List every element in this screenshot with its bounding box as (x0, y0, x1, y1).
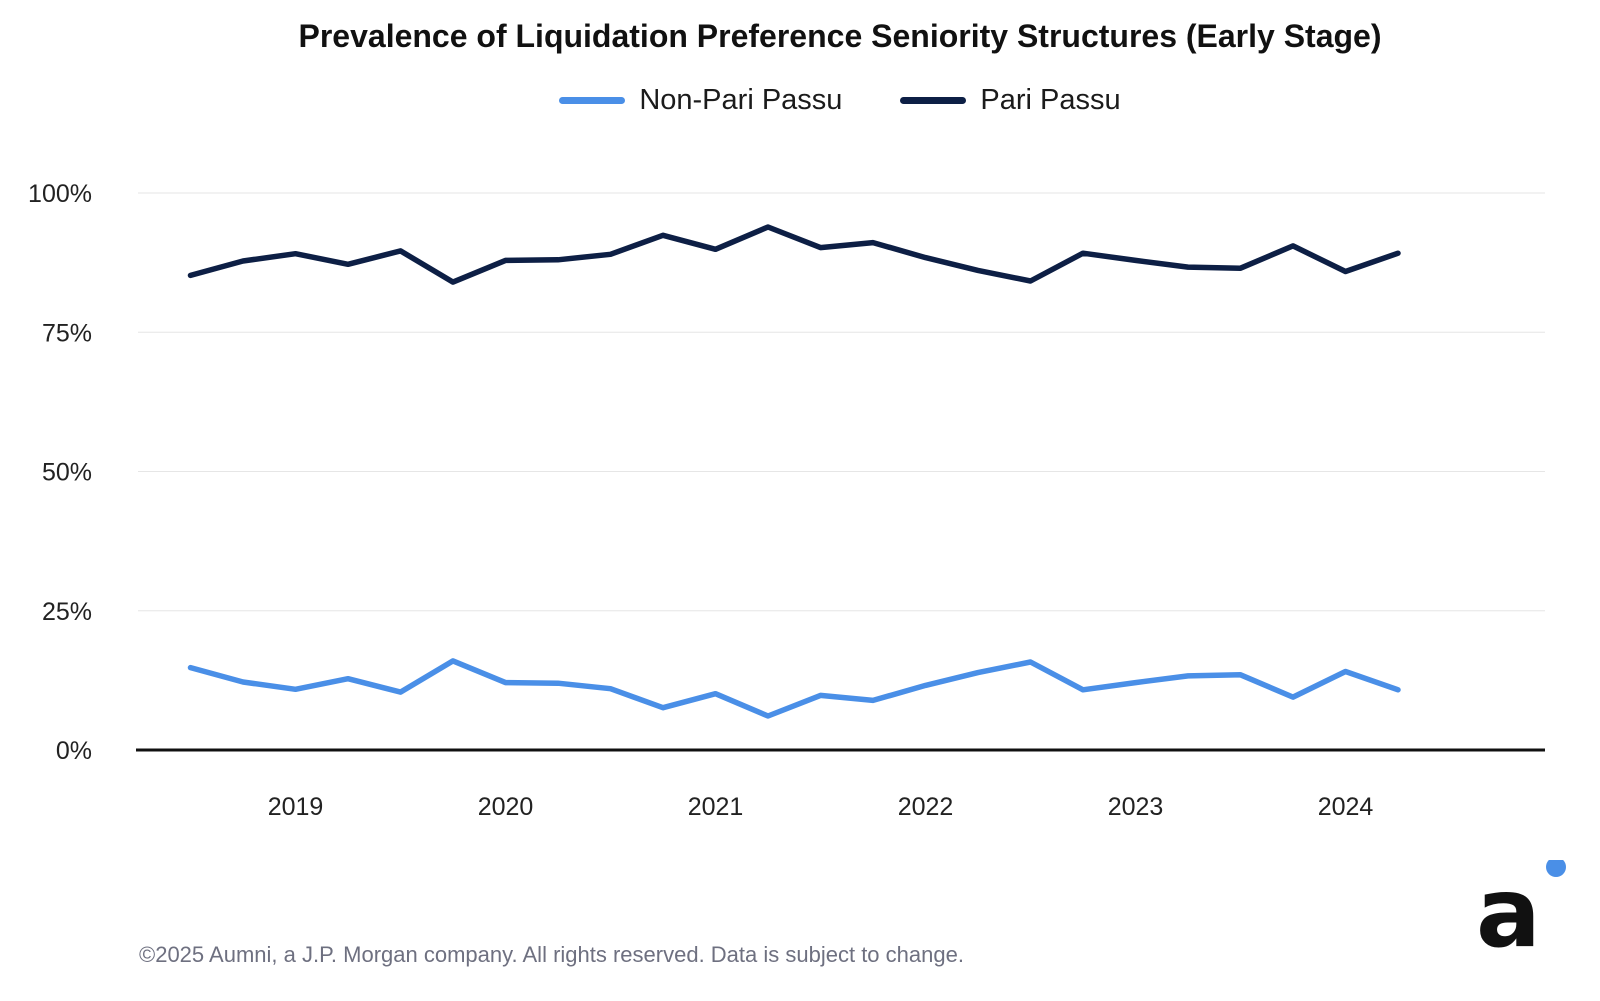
legend-item-pari-passu: Pari Passu (900, 84, 1121, 117)
legend: Non-Pari Passu Pari Passu (0, 84, 1600, 117)
x-tick-label: 2023 (1108, 793, 1164, 821)
y-tick-label: 100% (28, 180, 92, 208)
chart-title: Prevalence of Liquidation Preference Sen… (298, 18, 1382, 54)
legend-item-non-pari-passu: Non-Pari Passu (559, 84, 842, 117)
legend-label-non-pari-passu: Non-Pari Passu (639, 84, 843, 116)
y-tick-label: 25% (42, 598, 92, 626)
y-tick-label: 50% (42, 459, 92, 487)
x-tick-label: 2021 (688, 793, 744, 821)
series-line-pari-passu (187, 224, 1401, 285)
legend-swatch-pari-passu (900, 97, 967, 104)
x-tick-label: 2019 (268, 793, 324, 821)
y-tick-label: 75% (42, 319, 92, 347)
aumni-logo-icon: a (1476, 860, 1566, 969)
copyright-footer: ©2025 Aumni, a J.P. Morgan company. All … (139, 942, 964, 967)
legend-label-pari-passu: Pari Passu (980, 84, 1121, 116)
y-tick-label: 0% (56, 737, 92, 765)
line-chart: 0% 25% 50% 75% 100% 2019 2020 2021 2022 2023 2024 (28, 180, 1545, 821)
series-line-non-pari-passu (187, 658, 1401, 719)
x-tick-label: 2020 (478, 793, 534, 821)
logo-dot-icon (1546, 860, 1566, 877)
legend-swatch-non-pari-passu (559, 97, 626, 104)
x-tick-label: 2022 (898, 793, 954, 821)
logo-letter: a (1476, 860, 1541, 969)
x-tick-label: 2024 (1318, 793, 1374, 821)
